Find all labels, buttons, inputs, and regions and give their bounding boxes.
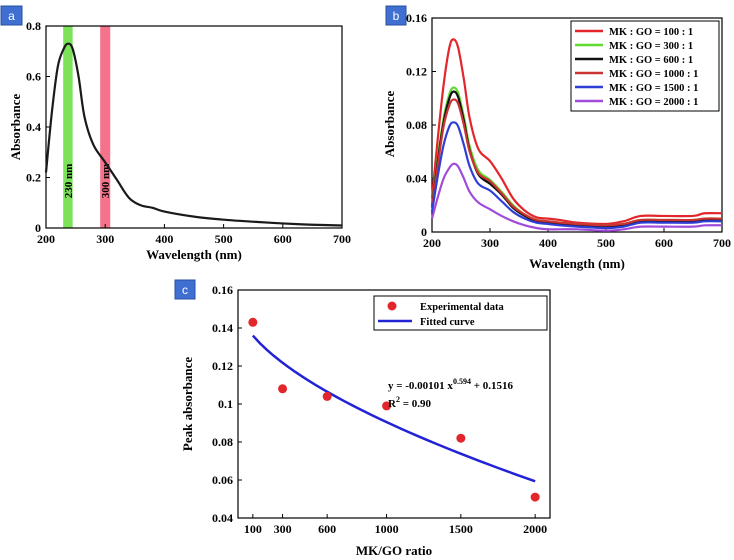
- panel-b-xtick-label: 700: [713, 236, 731, 250]
- panel-c-legend-label: Experimental data: [420, 302, 504, 313]
- panel-b-series-line-1: [430, 38, 723, 226]
- band-label-1: 230 nm: [63, 164, 75, 199]
- panel-c-xtick-label: 100: [244, 522, 262, 536]
- panel-c-label-box: [174, 279, 196, 300]
- panel-a-xtick-label: 400: [155, 232, 173, 246]
- panel-b-ytick-label: 0.16: [406, 11, 427, 25]
- panel-b-xtick-label: 200: [423, 236, 441, 250]
- panel-a-ylabel: Absorbance: [8, 94, 23, 161]
- panel-a-ytick-label: 0: [35, 221, 41, 235]
- panel-a-xtick-label: 600: [274, 232, 292, 246]
- panel-c-ytick-label: 0.16: [212, 283, 233, 297]
- band-1: [63, 26, 73, 228]
- panel-b-legend-label: MK : GO = 1500 : 1: [609, 83, 698, 94]
- panel-a-xtick-label: 500: [215, 232, 233, 246]
- panel-b-legend: [570, 20, 720, 112]
- panel-a-ytick-label: 0.6: [26, 70, 41, 84]
- panel-b-ytick-label: 0: [421, 225, 427, 239]
- panel-c-ytick-label: 0.14: [212, 321, 233, 335]
- panel-b-xtick-label: 300: [481, 236, 499, 250]
- panel-a-xlabel: Wavelength (nm): [146, 247, 242, 262]
- panel-c-xtick-label: 600: [318, 522, 336, 536]
- panel-a-frame: [45, 25, 343, 229]
- data-point: [248, 317, 258, 327]
- fit-equation: y = -0.00101 x0.594 + 0.1516: [388, 377, 513, 392]
- panel-b-series-line-6: [430, 162, 723, 232]
- panel-c-xtick-label: 2000: [523, 522, 547, 536]
- panel-b-ylabel: Absorbance: [382, 91, 397, 158]
- panel-b-label-box: [385, 5, 407, 26]
- panel-b-legend-label: MK : GO = 100 : 1: [609, 27, 693, 38]
- data-point: [530, 492, 540, 502]
- panel-a-ytick-label: 0.4: [26, 120, 41, 134]
- panel-b-legend-label: MK : GO = 600 : 1: [609, 55, 693, 66]
- panel-a-ytick-label: 0.8: [26, 19, 41, 33]
- band-2: [100, 26, 111, 228]
- panel-a-xtick-label: 700: [333, 232, 351, 246]
- panel-c-xtick-label: 1000: [375, 522, 399, 536]
- panel-a-xtick-label: 300: [96, 232, 114, 246]
- panel-c-xtick-label: 1500: [449, 522, 473, 536]
- panel-b-legend-label: MK : GO = 1000 : 1: [609, 69, 698, 80]
- panel-a-spectrum-line: [44, 42, 343, 227]
- panel-c-label: c: [182, 283, 188, 297]
- panel-b-ytick-label: 0.12: [406, 65, 427, 79]
- panel-c: 100 300 600 1000 1500 2000 0.04 0.06 0.08 0.1 0.12…: [174, 279, 551, 558]
- panel-b: 200 300 400 500 600 700 0 0.04 0.08 0.12 0.16 MK :…: [382, 5, 731, 271]
- panel-a: 230 nm 300 nm 200 300 400 500 600 700 0 0.2 0.4 0.…: [0, 5, 351, 262]
- data-point: [382, 401, 392, 411]
- panel-b-label: b: [393, 9, 400, 23]
- panel-b-xtick-label: 600: [655, 236, 673, 250]
- panel-a-ytick-label: 0.2: [26, 171, 41, 185]
- panel-b-xtick-label: 400: [539, 236, 557, 250]
- fitted-curve-line: [251, 334, 536, 483]
- panel-c-ylabel: Peak absorbance: [180, 357, 195, 451]
- panel-c-xtick-label: 300: [274, 522, 292, 536]
- data-point: [322, 391, 332, 401]
- panel-b-ytick-label: 0.08: [406, 118, 427, 132]
- panel-b-ytick-label: 0.04: [406, 172, 427, 186]
- panel-b-series-line-4: [430, 98, 723, 227]
- panel-c-ytick-label: 0.12: [212, 359, 233, 373]
- panel-b-series-line-3: [430, 90, 723, 228]
- panel-b-legend-label: MK : GO = 300 : 1: [609, 41, 693, 52]
- panel-b-legend-label: MK : GO = 2000 : 1: [609, 97, 698, 108]
- panel-b-xlabel: Wavelength (nm): [529, 256, 625, 271]
- panel-c-legend-marker: [387, 301, 397, 311]
- panel-c-legend-label: Fitted curve: [420, 317, 475, 328]
- panel-c-ytick-label: 0.1: [218, 397, 233, 411]
- panel-a-xtick-label: 200: [37, 232, 55, 246]
- band-label-2: 300 nm: [100, 164, 112, 199]
- panel-a-label: a: [8, 9, 15, 23]
- panel-a-label-box: [0, 5, 23, 26]
- fit-r-squared: R2 = 0.90: [388, 395, 431, 410]
- panel-c-ytick-label: 0.04: [212, 511, 233, 525]
- panel-c-xlabel: MK/GO ratio: [356, 543, 432, 558]
- panel-c-ytick-label: 0.06: [212, 473, 233, 487]
- panel-b-series-line-5: [430, 121, 723, 230]
- panel-c-legend: [373, 295, 548, 331]
- panel-b-xtick-label: 500: [597, 236, 615, 250]
- data-point: [278, 384, 288, 394]
- data-point: [456, 433, 466, 443]
- panel-c-ytick-label: 0.08: [212, 435, 233, 449]
